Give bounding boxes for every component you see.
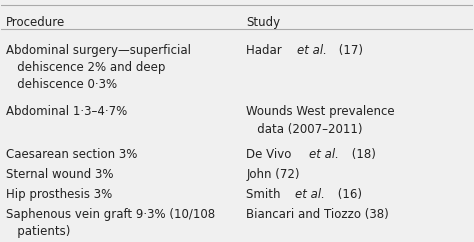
Text: (18): (18): [348, 148, 375, 161]
Text: Caesarean section 3%: Caesarean section 3%: [6, 148, 137, 161]
Text: (16): (16): [334, 188, 362, 201]
Text: Abdominal surgery—superficial: Abdominal surgery—superficial: [6, 44, 191, 57]
Text: Hadar: Hadar: [246, 44, 286, 57]
Text: patients): patients): [6, 225, 71, 238]
Text: De Vivo: De Vivo: [246, 148, 296, 161]
Text: Sternal wound 3%: Sternal wound 3%: [6, 168, 114, 181]
Text: Smith: Smith: [246, 188, 285, 201]
Text: Study: Study: [246, 15, 281, 29]
Text: et al.: et al.: [295, 188, 325, 201]
Text: data (2007–2011): data (2007–2011): [246, 123, 363, 136]
Text: dehiscence 2% and deep: dehiscence 2% and deep: [6, 61, 165, 74]
Text: Procedure: Procedure: [6, 15, 65, 29]
Text: Abdominal 1·3–4·7%: Abdominal 1·3–4·7%: [6, 105, 128, 118]
Text: dehiscence 0·3%: dehiscence 0·3%: [6, 78, 117, 91]
Text: et al.: et al.: [310, 148, 339, 161]
Text: John (72): John (72): [246, 168, 300, 181]
Text: Hip prosthesis 3%: Hip prosthesis 3%: [6, 188, 112, 201]
Text: Saphenous vein graft 9·3% (10/108: Saphenous vein graft 9·3% (10/108: [6, 208, 215, 221]
Text: (17): (17): [336, 44, 364, 57]
Text: et al.: et al.: [297, 44, 327, 57]
Text: Wounds West prevalence: Wounds West prevalence: [246, 105, 395, 118]
Text: Biancari and Tiozzo (38): Biancari and Tiozzo (38): [246, 208, 389, 221]
